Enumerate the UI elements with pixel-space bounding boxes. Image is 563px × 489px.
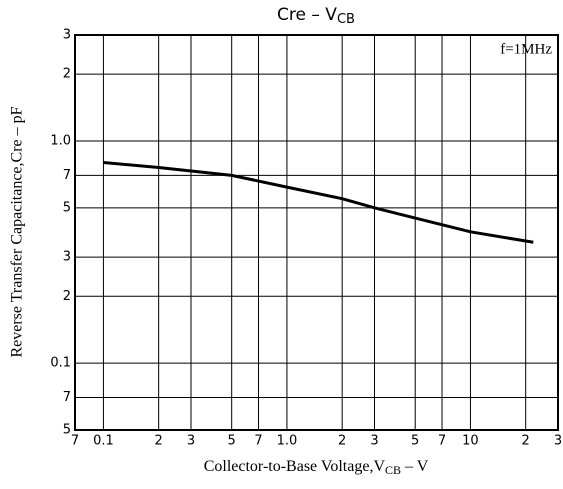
y-tick-label: 2: [63, 67, 71, 82]
x-tick-label: 7: [438, 434, 446, 449]
x-tick-label: 3: [187, 434, 195, 449]
x-tick-label: 2: [338, 434, 346, 449]
plot-frame: [74, 34, 559, 431]
x-tick-label: 7: [254, 434, 262, 449]
x-tick-label: 5: [411, 434, 419, 449]
chart-title: Cre – VCB: [277, 5, 355, 27]
x-tick-label: 1.0: [277, 434, 298, 449]
x-tick-label: 7: [71, 434, 79, 449]
x-tick-label: 10: [462, 434, 479, 449]
x-tick-label: 5: [228, 434, 236, 449]
x-axis-label: Collector-to-Base Voltage,VCB – V: [204, 458, 429, 477]
y-tick-label: 5: [63, 200, 71, 215]
y-tick-label: 5: [63, 423, 71, 438]
y-tick-label: 3: [63, 28, 71, 43]
y-tick-label: 7: [63, 168, 71, 183]
y-tick-label: 0.1: [50, 356, 71, 371]
annotation: f=1MHz: [500, 41, 552, 57]
y-axis-label: Reverse Transfer Capacitance,Cre – pF: [9, 106, 26, 357]
x-tick-label: 3: [370, 434, 378, 449]
x-tick-label: 3: [554, 434, 562, 449]
y-tick-label: 2: [63, 289, 71, 304]
y-tick-label: 1.0: [50, 133, 71, 148]
y-tick-label: 7: [63, 390, 71, 405]
x-label-subscript: CB: [385, 463, 401, 477]
title-subscript: CB: [337, 12, 355, 27]
x-tick-label: 2: [155, 434, 163, 449]
x-label-main: Collector-to-Base Voltage,V: [204, 458, 386, 475]
y-tick-label: 3: [63, 250, 71, 265]
data-line: [103, 161, 534, 244]
x-tick-label: 2: [522, 434, 530, 449]
x-label-unit: – V: [401, 458, 429, 475]
x-tick-label: 0.1: [93, 434, 114, 449]
title-main: Cre – V: [277, 5, 337, 25]
